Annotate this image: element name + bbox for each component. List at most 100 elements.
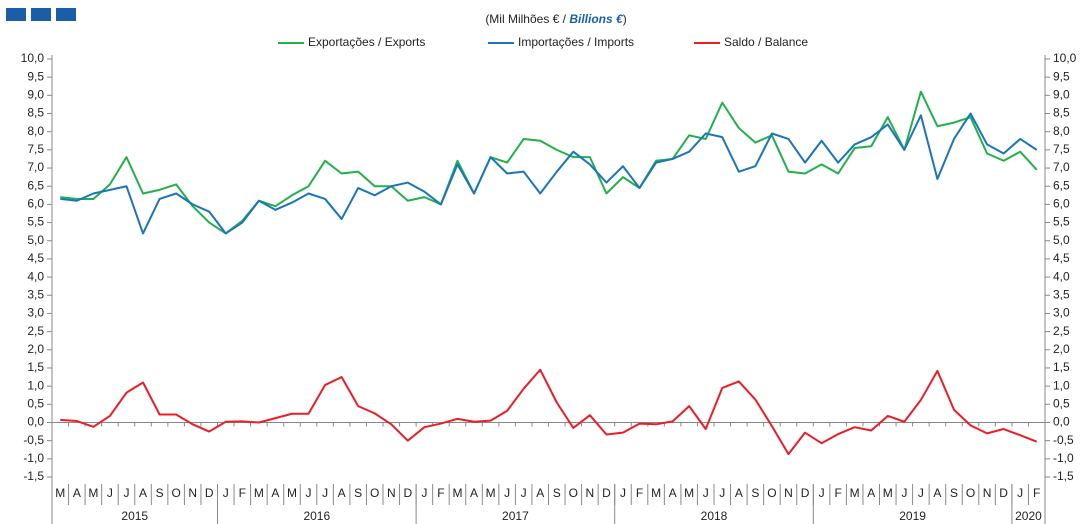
y-tick-label: 2,0 <box>27 342 44 356</box>
y2-tick-label: 2,5 <box>1053 324 1070 338</box>
series-line <box>60 90 1038 235</box>
y-tick-label: 8,5 <box>27 106 44 120</box>
x-tick-label: F <box>437 486 444 500</box>
y2-tick-label: -0,5 <box>1053 433 1074 447</box>
x-tick-label: J <box>719 486 725 500</box>
x-tick-label: J <box>107 486 113 500</box>
x-tick-label: O <box>966 486 975 500</box>
y-tick-label: 7,5 <box>27 142 44 156</box>
x-tick-label: O <box>767 486 776 500</box>
logo-square <box>31 8 51 21</box>
x-tick-label: M <box>287 486 297 500</box>
y2-tick-label: 1,0 <box>1053 378 1070 392</box>
y2-tick-label: 9,5 <box>1053 69 1070 83</box>
x-tick-label: N <box>586 486 595 500</box>
y2-tick-label: 2,0 <box>1053 342 1070 356</box>
x-tick-label: A <box>536 486 544 500</box>
y2-tick-label: 6,0 <box>1053 197 1070 211</box>
x-tick-label: N <box>983 486 992 500</box>
x-tick-label: O <box>569 486 578 500</box>
y2-tick-label: 10,0 <box>1053 51 1077 65</box>
x-tick-label: M <box>55 486 65 500</box>
y-tick-label: 7,0 <box>27 160 44 174</box>
year-label: 2015 <box>121 509 148 523</box>
chart-subtitle: (Mil Milhões € / Billions €) <box>485 12 626 26</box>
x-tick-label: O <box>370 486 379 500</box>
x-tick-label: J <box>123 486 129 500</box>
y-tick-label: 4,0 <box>27 269 44 283</box>
year-label: 2018 <box>701 509 728 523</box>
legend-label: Exportações / Exports <box>308 35 425 49</box>
year-label: 2020 <box>1015 509 1042 523</box>
x-tick-label: M <box>254 486 264 500</box>
y2-tick-label: 3,5 <box>1053 287 1070 301</box>
y-tick-label: 10,0 <box>21 51 45 65</box>
y-tick-label: -1,5 <box>23 469 44 483</box>
series-line <box>60 368 1038 456</box>
x-tick-label: S <box>156 486 164 500</box>
x-tick-label: F <box>1033 486 1040 500</box>
logo-square <box>6 8 26 21</box>
y-tick-label: 3,5 <box>27 287 44 301</box>
y2-tick-label: 1,5 <box>1053 360 1070 374</box>
y-tick-label: 6,0 <box>27 197 44 211</box>
y-tick-label: 0,0 <box>27 415 44 429</box>
x-tick-label: O <box>171 486 180 500</box>
x-tick-label: D <box>205 486 214 500</box>
x-tick-label: A <box>933 486 941 500</box>
x-tick-label: M <box>88 486 98 500</box>
x-tick-label: A <box>139 486 147 500</box>
y-tick-label: -1,0 <box>23 451 44 465</box>
y2-tick-label: -1,0 <box>1053 451 1074 465</box>
y-tick-label: 5,0 <box>27 233 44 247</box>
x-tick-label: J <box>620 486 626 500</box>
x-tick-label: S <box>354 486 362 500</box>
subtitle-end: ) <box>623 12 627 26</box>
x-tick-label: A <box>271 486 279 500</box>
x-tick-label: D <box>999 486 1008 500</box>
x-tick-label: A <box>338 486 346 500</box>
y2-tick-label: 5,0 <box>1053 233 1070 247</box>
x-tick-label: M <box>883 486 893 500</box>
x-tick-label: A <box>470 486 478 500</box>
x-tick-label: J <box>322 486 328 500</box>
x-tick-label: A <box>735 486 743 500</box>
x-tick-label: F <box>636 486 643 500</box>
x-tick-label: J <box>223 486 229 500</box>
y2-tick-label: 4,0 <box>1053 269 1070 283</box>
x-tick-label: J <box>504 486 510 500</box>
x-tick-label: S <box>950 486 958 500</box>
y-tick-label: 9,5 <box>27 69 44 83</box>
year-label: 2016 <box>303 509 330 523</box>
y-tick-label: 5,5 <box>27 215 44 229</box>
subtitle-en: Billions € <box>569 12 624 26</box>
y2-tick-label: 0,0 <box>1053 415 1070 429</box>
subtitle-pt: (Mil Milhões € / <box>485 12 569 26</box>
y2-tick-label: 8,0 <box>1053 124 1070 138</box>
x-tick-label: N <box>387 486 396 500</box>
logo-square <box>56 8 76 21</box>
x-tick-label: J <box>819 486 825 500</box>
x-tick-label: J <box>306 486 312 500</box>
x-tick-label: N <box>784 486 793 500</box>
x-tick-label: J <box>918 486 924 500</box>
y-tick-label: 2,5 <box>27 324 44 338</box>
y-tick-label: 1,5 <box>27 360 44 374</box>
x-tick-label: A <box>669 486 677 500</box>
x-tick-label: F <box>239 486 246 500</box>
y2-tick-label: 0,5 <box>1053 396 1070 410</box>
x-tick-label: F <box>834 486 841 500</box>
y-tick-label: 1,0 <box>27 378 44 392</box>
series-line <box>60 112 1038 235</box>
y-tick-label: 8,0 <box>27 124 44 138</box>
x-tick-label: D <box>602 486 611 500</box>
x-tick-label: S <box>553 486 561 500</box>
y2-tick-label: 8,5 <box>1053 106 1070 120</box>
x-tick-label: J <box>1017 486 1023 500</box>
x-tick-label: M <box>850 486 860 500</box>
y2-tick-label: 5,5 <box>1053 215 1070 229</box>
legend-label: Importações / Imports <box>518 35 634 49</box>
legend-label: Saldo / Balance <box>724 35 808 49</box>
x-tick-label: D <box>403 486 412 500</box>
y-tick-label: 4,5 <box>27 251 44 265</box>
